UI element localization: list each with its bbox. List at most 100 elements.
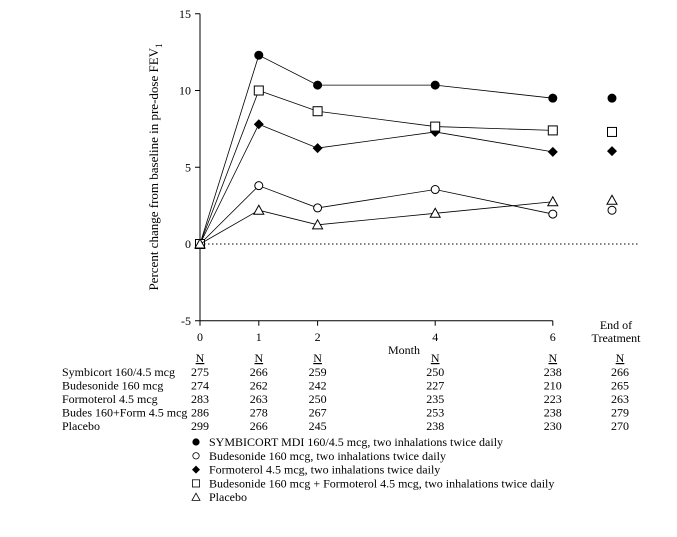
row-label: Placebo <box>62 419 100 433</box>
marker-filled-diamond <box>547 146 558 157</box>
marker-end-of-treatment <box>607 93 617 103</box>
n-value: 283 <box>191 392 209 406</box>
n-value: 245 <box>309 419 327 433</box>
n-value: 253 <box>426 406 444 420</box>
x-tick-label: 6 <box>550 330 556 344</box>
marker-open-circle <box>548 209 558 219</box>
n-value: 250 <box>309 392 327 406</box>
n-header: N <box>313 351 322 365</box>
n-value: 263 <box>250 392 268 406</box>
marker-open-square <box>191 479 200 488</box>
n-value: 238 <box>544 365 562 379</box>
n-value: 267 <box>309 406 327 420</box>
n-header: N <box>196 351 205 365</box>
legend-label: SYMBICORT MDI 160/4.5 mcg, two inhalatio… <box>209 435 503 449</box>
row-label: Symbicort 160/4.5 mcg <box>62 365 175 379</box>
table-row: Placebo 299 266 245 238 230 270 <box>62 419 629 433</box>
n-value: 210 <box>544 379 562 393</box>
y-tick-label: 0 <box>185 237 191 251</box>
n-value: 238 <box>426 419 444 433</box>
marker-open-circle <box>430 185 440 195</box>
x-tick-label: 1 <box>256 330 262 344</box>
marker-end-of-treatment <box>607 205 617 215</box>
marker-open-triangle <box>546 195 559 207</box>
table-row: Budes 160+Form 4.5 mcg 286 278 267 253 238 279 <box>62 406 629 420</box>
marker-open-triangle <box>191 492 201 501</box>
marker-open-circle <box>313 203 323 213</box>
x-axis-label: Month <box>388 343 420 357</box>
series-1 <box>195 181 617 249</box>
series-line <box>199 89 553 245</box>
n-value: 270 <box>611 419 629 433</box>
marker-open-triangle <box>429 207 442 218</box>
marker-open-square <box>312 106 323 117</box>
n-value: 242 <box>309 379 327 393</box>
legend-item: Budesonide 160 mcg + Formoterol 4.5 mcg,… <box>191 476 554 490</box>
marker-end-of-treatment <box>606 194 618 205</box>
marker-end-of-treatment <box>607 126 617 137</box>
series-group <box>194 50 618 249</box>
series-3 <box>195 85 617 249</box>
marker-filled-diamond <box>312 143 323 154</box>
n-value: 227 <box>426 379 444 393</box>
x-end-label: Treatment <box>592 331 642 345</box>
n-value: 235 <box>426 392 444 406</box>
marker-filled-circle <box>192 438 200 446</box>
marker-end-of-treatment <box>607 146 617 157</box>
n-value: 266 <box>250 365 268 379</box>
n-header: N <box>616 351 625 365</box>
legend-item: Formoterol 4.5 mcg, two inhalations twic… <box>192 463 440 477</box>
marker-filled-diamond <box>192 465 200 474</box>
table-row: Formoterol 4.5 mcg 283 263 250 235 223 263 <box>62 392 629 406</box>
n-value: 266 <box>250 419 268 433</box>
marker-open-triangle <box>252 204 265 215</box>
n-value: 279 <box>611 406 629 420</box>
marker-open-triangle <box>194 237 206 249</box>
marker-open-triangle <box>311 218 324 230</box>
row-label: Formoterol 4.5 mcg <box>62 392 158 406</box>
series-line <box>199 54 553 245</box>
n-value: 299 <box>191 419 209 433</box>
legend-label: Budesonide 160 mcg + Formoterol 4.5 mcg,… <box>209 476 554 490</box>
n-value: 250 <box>426 365 444 379</box>
table-row: Budesonide 160 mcg 274 262 242 227 210 265 <box>62 379 629 393</box>
legend-label: Placebo <box>209 490 247 504</box>
n-value: 278 <box>250 406 268 420</box>
y-axis-label: Percent change from baseline in pre-dose… <box>146 43 164 290</box>
series-line <box>199 185 553 245</box>
marker-filled-circle <box>548 93 558 103</box>
n-header: N <box>548 351 557 365</box>
n-value: 286 <box>191 406 209 420</box>
series-line <box>199 201 553 245</box>
marker-open-square <box>253 85 264 96</box>
n-value: 262 <box>250 379 268 393</box>
n-value: 230 <box>544 419 562 433</box>
n-header: N <box>254 351 263 365</box>
y-tick-label: 10 <box>179 84 191 98</box>
n-value: 265 <box>611 379 629 393</box>
legend-label: Formoterol 4.5 mcg, two inhalations twic… <box>209 463 440 477</box>
n-value: 223 <box>544 392 562 406</box>
n-header: N <box>431 351 440 365</box>
n-value: 275 <box>191 365 209 379</box>
series-4 <box>194 194 618 249</box>
n-value: 274 <box>191 379 209 393</box>
marker-filled-circle <box>254 50 264 60</box>
n-value: 238 <box>544 406 562 420</box>
table-row: Symbicort 160/4.5 mcg 275 266 259 250 238 266 <box>62 365 629 379</box>
legend-item: SYMBICORT MDI 160/4.5 mcg, two inhalatio… <box>192 435 503 449</box>
row-label: Budesonide 160 mcg <box>62 379 163 393</box>
n-value: 259 <box>309 365 327 379</box>
y-axis-label-subscript: 1 <box>154 43 164 48</box>
legend-item: Placebo <box>191 490 247 504</box>
marker-filled-circle <box>313 80 323 90</box>
marker-open-square <box>547 125 558 136</box>
legend: SYMBICORT MDI 160/4.5 mcg, two inhalatio… <box>191 435 554 504</box>
marker-open-circle <box>254 181 264 191</box>
x-end-label: End of <box>600 318 632 332</box>
y-tick-label: 5 <box>185 160 191 174</box>
x-tick-label: 4 <box>432 330 438 344</box>
